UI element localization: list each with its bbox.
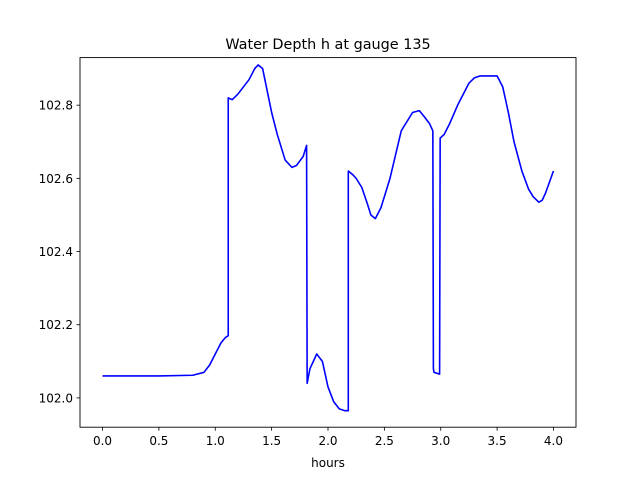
x-axis: 0.0 0.5 1.0 1.5 2.0 2.5 3.0 3.5 4.0 xyxy=(93,427,563,448)
series-line xyxy=(102,64,555,412)
y-tick-label: 102.8 xyxy=(39,99,73,113)
x-tick-label: 2.5 xyxy=(375,434,394,448)
x-tick-label: 3.0 xyxy=(431,434,450,448)
x-tick-label: 1.5 xyxy=(262,434,281,448)
x-tick-label: 3.5 xyxy=(488,434,507,448)
x-tick-label: 0.5 xyxy=(149,434,168,448)
y-tick-label: 102.4 xyxy=(39,245,73,259)
x-tick-label: 1.0 xyxy=(206,434,225,448)
x-axis-label: hours xyxy=(311,456,345,470)
y-axis: 102.0 102.2 102.4 102.6 102.8 xyxy=(39,99,80,405)
y-tick-label: 102.6 xyxy=(39,172,73,186)
x-tick-label: 2.0 xyxy=(318,434,337,448)
plot-area xyxy=(102,64,555,412)
y-tick-label: 102.2 xyxy=(39,318,73,332)
chart-title: Water Depth h at gauge 135 xyxy=(225,37,430,53)
y-tick-label: 102.0 xyxy=(39,391,73,405)
x-tick-label: 0.0 xyxy=(93,434,112,448)
x-tick-label: 4.0 xyxy=(544,434,563,448)
